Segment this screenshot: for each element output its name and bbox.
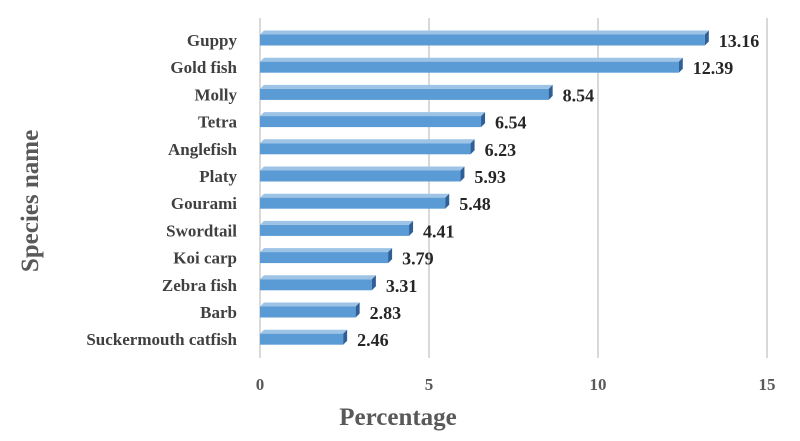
bar-front-face: [260, 88, 549, 100]
category-label: Gourami: [171, 194, 237, 213]
gridlines: [259, 18, 768, 358]
category-labels: Guppy Gold fish Molly Tetra Anglefish Platy Go…: [86, 31, 237, 349]
bar-top-face: [260, 112, 486, 117]
bar: [260, 329, 348, 345]
x-axis-title: Percentage: [339, 404, 457, 431]
bar-top-face: [260, 30, 709, 35]
bar-top-face: [260, 57, 683, 62]
category-label: Koi carp: [173, 249, 237, 268]
category-label: Anglefish: [168, 140, 238, 159]
bar-front-face: [260, 224, 410, 236]
bar-side-face: [470, 139, 475, 155]
data-label: 3.31: [386, 276, 418, 296]
data-label: 5.93: [474, 167, 506, 187]
category-label: Molly: [195, 85, 238, 104]
data-label: 12.39: [693, 58, 734, 78]
bar-front-face: [260, 197, 446, 209]
bar-top-face: [260, 220, 414, 225]
bar-top-face: [260, 166, 465, 171]
bar: [260, 275, 376, 291]
x-tick-label: 0: [256, 375, 265, 394]
bar-side-face: [409, 220, 414, 236]
x-tick-labels: 0 5 10 15: [256, 375, 776, 394]
bar-side-face: [704, 30, 709, 46]
bar: [260, 57, 683, 73]
category-label: Barb: [200, 303, 237, 322]
bar-side-face: [548, 84, 553, 100]
bar-top-face: [260, 84, 553, 89]
category-label: Tetra: [198, 113, 238, 132]
data-label: 2.83: [370, 303, 402, 323]
data-label: 2.46: [357, 330, 389, 350]
bar-top-face: [260, 275, 376, 280]
data-label: 4.41: [423, 221, 455, 241]
bar: [260, 84, 553, 100]
bars: [260, 30, 709, 345]
bar-side-face: [678, 57, 683, 73]
category-label: Guppy: [187, 31, 238, 50]
bar: [260, 193, 450, 209]
data-label: 6.54: [495, 113, 527, 133]
x-tick-label: 10: [590, 375, 607, 394]
bar-front-face: [260, 279, 372, 291]
bar-front-face: [260, 34, 705, 46]
category-label: Zebra fish: [162, 276, 238, 295]
data-labels: 13.16 12.39 8.54 6.54 6.23 5.93 5.484.41 3.79 3.…: [357, 31, 759, 350]
category-label: Swordtail: [166, 221, 237, 240]
bar-front-face: [260, 252, 389, 264]
bar: [260, 302, 360, 318]
bar-top-face: [260, 193, 450, 198]
category-label: Gold fish: [170, 58, 237, 77]
bar-top-face: [260, 248, 393, 253]
x-tick-label: 15: [759, 375, 776, 394]
bar-front-face: [260, 306, 356, 318]
data-label: 6.23: [485, 140, 516, 160]
bar-side-face: [445, 193, 450, 209]
bar: [260, 166, 465, 182]
bar-front-face: [260, 61, 679, 73]
bar-front-face: [260, 333, 344, 345]
bar: [260, 220, 414, 236]
y-axis-title: Species name: [17, 130, 44, 272]
bar-front-face: [260, 116, 482, 128]
bar-top-face: [260, 139, 475, 144]
data-label: 13.16: [719, 31, 760, 51]
data-label: 8.54: [563, 85, 595, 105]
category-label: Suckermouth catfish: [86, 330, 237, 349]
bar-side-face: [388, 248, 393, 264]
bar-side-face: [343, 329, 348, 345]
bar-front-face: [260, 170, 461, 182]
bar-front-face: [260, 143, 471, 155]
category-label: Platy: [199, 167, 237, 186]
data-label: 5.48: [459, 194, 491, 214]
bar-top-face: [260, 302, 360, 307]
bar-side-face: [355, 302, 360, 318]
bar-side-face: [460, 166, 465, 182]
bar-top-face: [260, 329, 348, 334]
bar: [260, 112, 486, 128]
bar-side-face: [481, 112, 486, 128]
bar: [260, 139, 475, 155]
bar: [260, 30, 709, 46]
data-label: 3.79: [402, 249, 434, 269]
x-tick-label: 5: [425, 375, 434, 394]
bar-side-face: [371, 275, 376, 291]
bar: [260, 248, 393, 264]
